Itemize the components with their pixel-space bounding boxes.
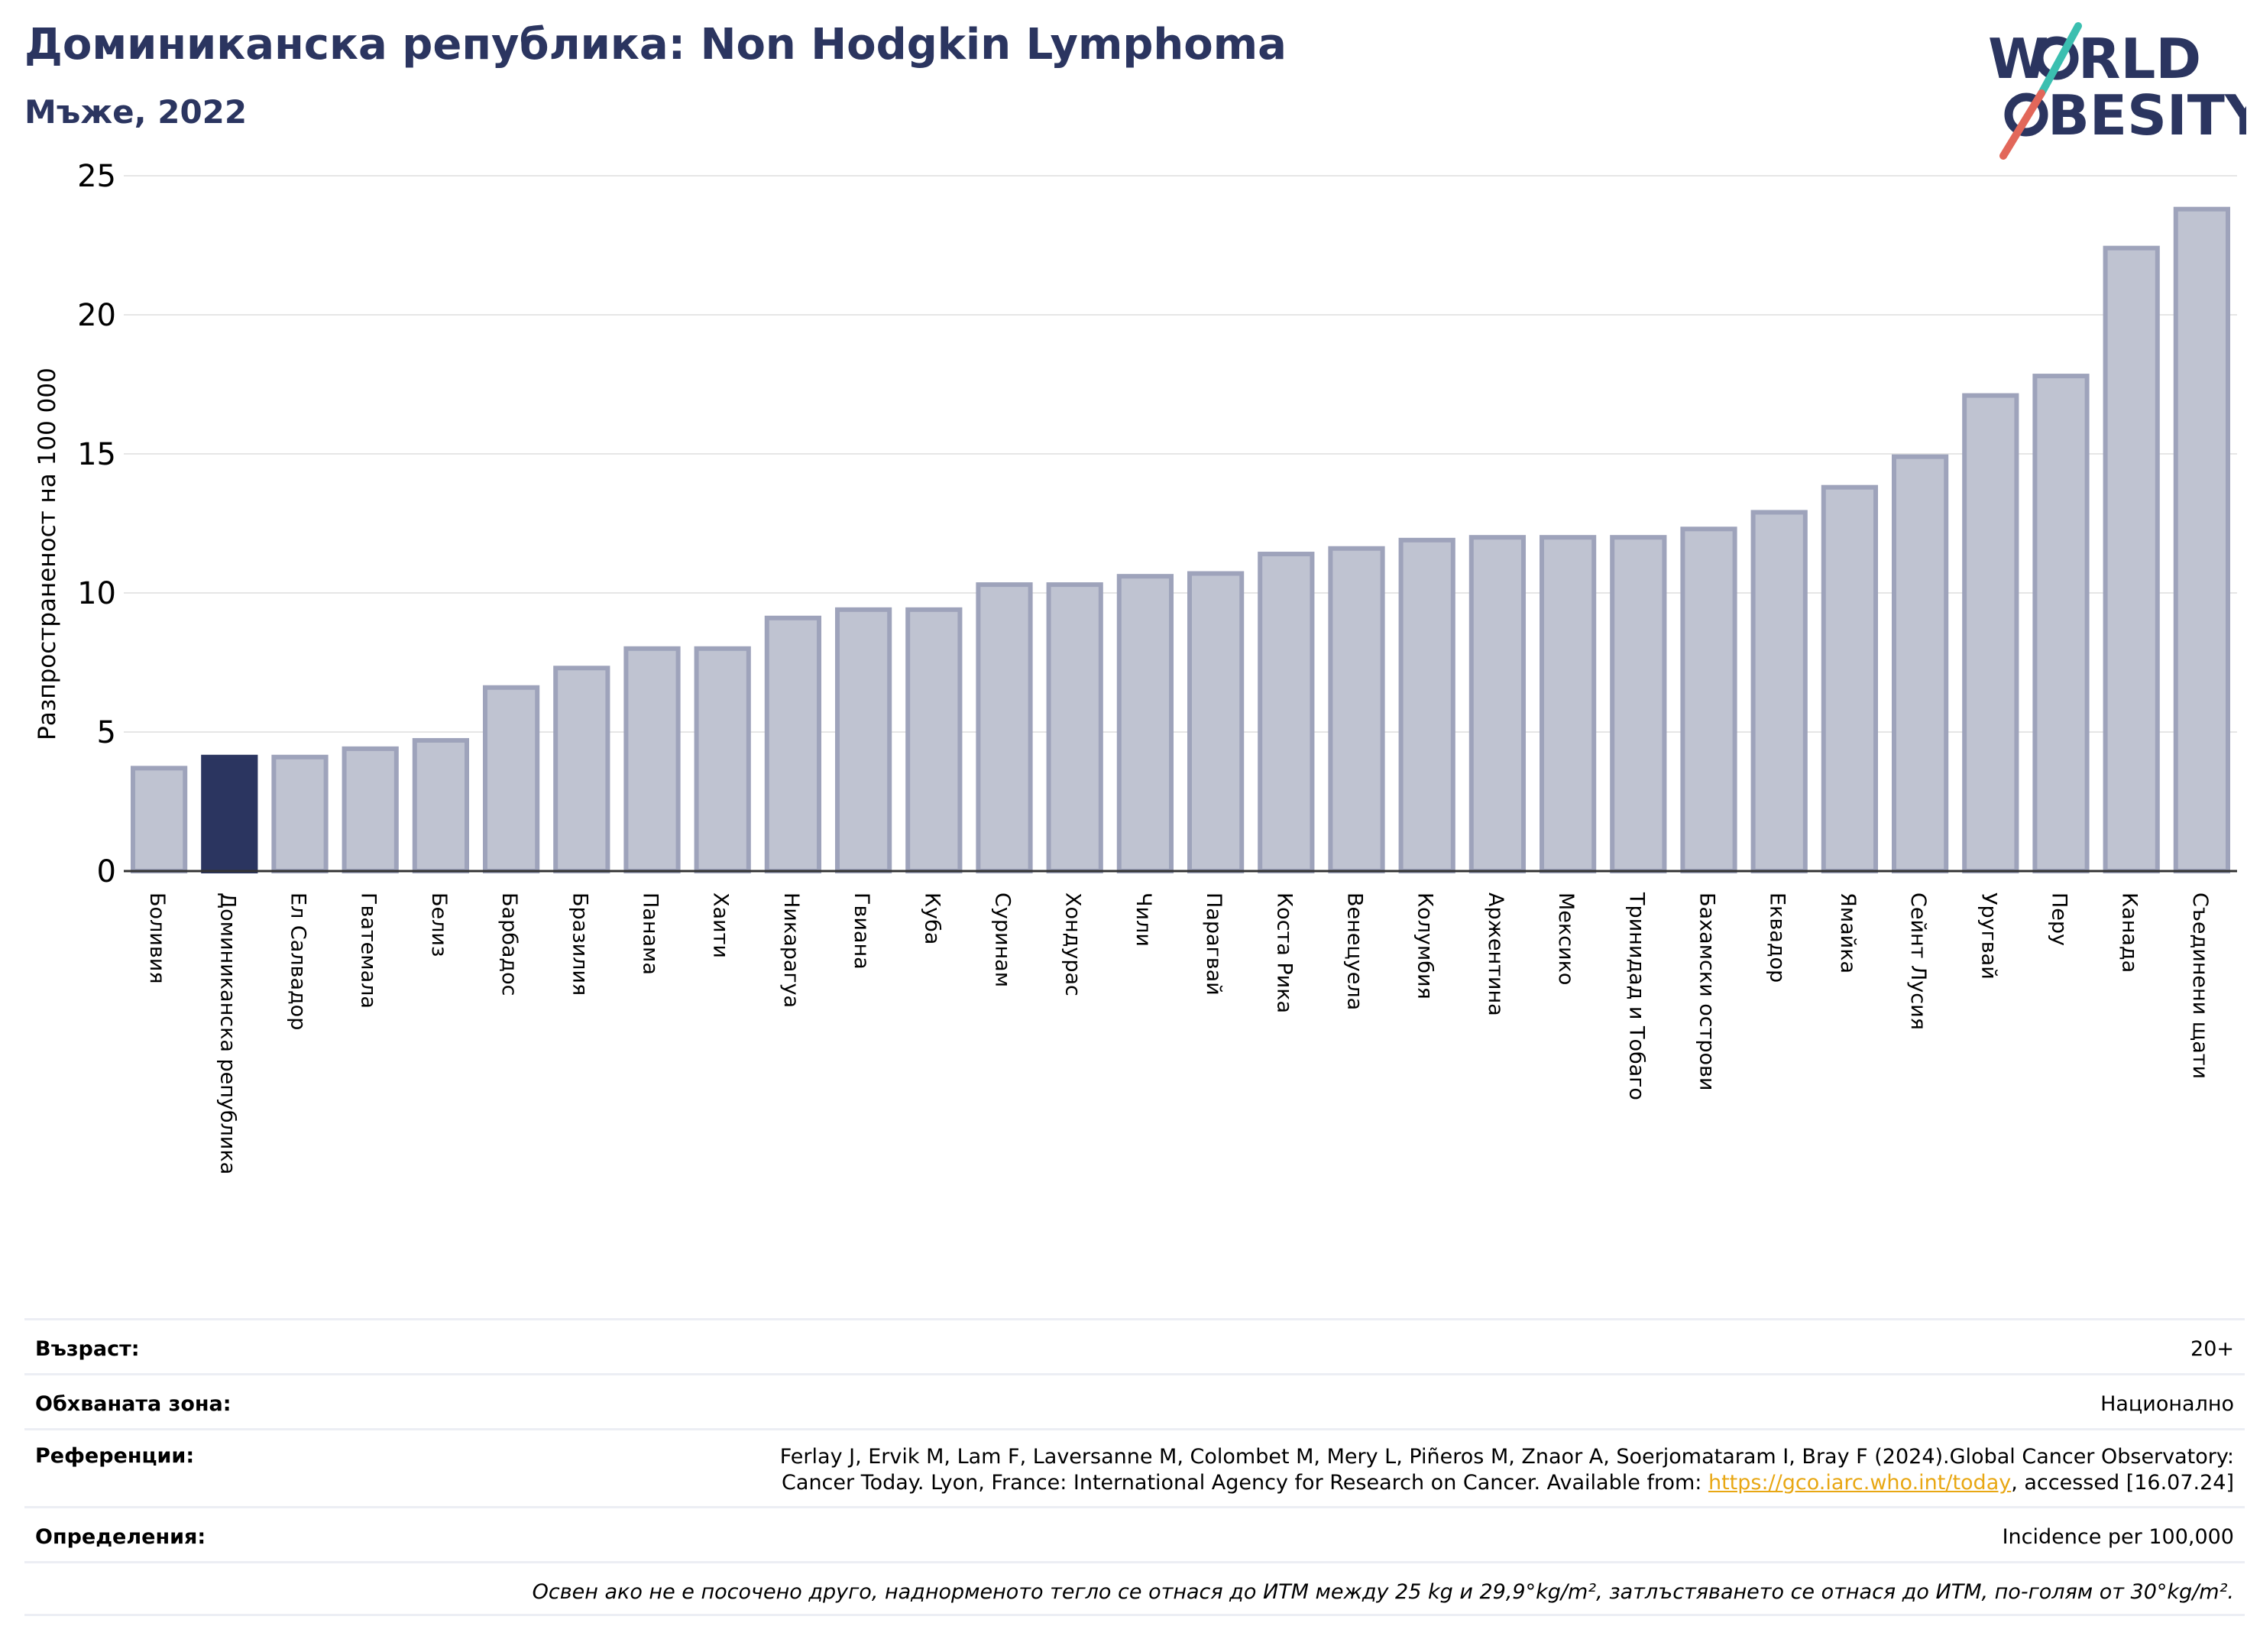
logo-text-rld: RLD: [2078, 27, 2201, 91]
info-row-area: Обхваната зона: Национално: [24, 1373, 2245, 1428]
x-tick-label: Аржентина: [1484, 892, 1507, 1016]
x-tick-label: Парагвай: [1202, 892, 1226, 996]
age-value: 20+: [2190, 1337, 2234, 1361]
x-tick-label: Сейнт Лусия: [1906, 892, 1930, 1030]
x-tick-label: Венецуела: [1343, 892, 1367, 1010]
bar: [342, 746, 399, 874]
y-tick-label: 25: [77, 159, 116, 194]
bar: [694, 646, 751, 873]
y-axis-label: Разпространеност на 100 000: [34, 368, 61, 740]
logo-text-besity: BESITY: [2048, 83, 2246, 147]
bar-chart: 0 5 10 15 20 25 Боливия Доминиканска република…: [34, 159, 2237, 1174]
x-tick-label: Хондурас: [1061, 892, 1085, 996]
area-label: Обхваната зона:: [35, 1392, 232, 1416]
bar: [1468, 535, 1527, 873]
reference-line-1: Ferlay J, Ervik M, Lam F, Laversanne M, …: [779, 1445, 2234, 1469]
bar: [1046, 582, 1103, 874]
references-value: Ferlay J, Ervik M, Lam F, Laversanne M, …: [780, 1444, 2234, 1496]
y-tick-label: 20: [77, 298, 116, 333]
logo-o-circle: [2035, 36, 2079, 80]
logo-slash-red: [1999, 89, 2045, 160]
x-tick-label: Перу: [2048, 892, 2071, 946]
bar: [1328, 546, 1385, 873]
bar: [1398, 537, 1455, 874]
bar: [1610, 535, 1667, 873]
bar: [2173, 206, 2231, 873]
bar: [1821, 484, 1879, 873]
bar: [1962, 393, 2019, 873]
bar: [1258, 552, 1315, 873]
x-tick-label: Гватемала: [357, 892, 380, 1009]
x-tick-label: Барбадос: [497, 892, 521, 996]
bar: [1539, 535, 1597, 873]
x-tick-label: Коста Рика: [1272, 892, 1296, 1013]
info-row-definitions: Определения: Incidence per 100,000: [24, 1506, 2245, 1561]
x-tick-label: Доминиканска република: [215, 892, 239, 1174]
info-row-age: Възраст: 20+: [24, 1318, 2245, 1373]
bar: [834, 607, 892, 874]
bar: [1116, 574, 1174, 873]
x-tick-label: Белиз: [427, 892, 451, 957]
x-tick-label: Ямайка: [1836, 892, 1860, 973]
chart-title: Доминиканска република: Non Hodgkin Lymp…: [24, 20, 1287, 70]
x-tick-label: Бахамски острови: [1695, 892, 1719, 1090]
x-tick-label: Бразилия: [568, 892, 591, 996]
x-tick-label: Панама: [639, 892, 662, 975]
reference-line-2a: Cancer Today. Lyon, France: Internationa…: [782, 1471, 1708, 1495]
references-label: Референции:: [35, 1444, 195, 1468]
bar: [1750, 510, 1808, 873]
logo-slash-teal: [2038, 22, 2082, 97]
bar: [2032, 374, 2090, 873]
world-obesity-logo: W RLD BESITY: [1988, 22, 2246, 160]
bar: [976, 582, 1033, 874]
x-tick-label: Мексико: [1554, 892, 1578, 985]
x-tick-label: Куба: [920, 892, 944, 944]
x-tick-label: Съединени щати: [2188, 892, 2212, 1079]
x-tick-label: Боливия: [145, 892, 169, 984]
footnote: Освен ако не е посочено друго, наднормен…: [532, 1580, 2234, 1604]
logo-o2-circle: [2004, 92, 2048, 137]
bar: [130, 766, 188, 873]
x-tick-label: Ел Салвадор: [287, 892, 310, 1030]
bar: [1187, 571, 1245, 874]
reference-line-2b: , accessed [16.07.24]: [2011, 1471, 2234, 1495]
y-axis-ticks: 0 5 10 15 20 25: [77, 159, 116, 889]
bar: [1891, 454, 1949, 873]
bar: [2103, 245, 2160, 873]
x-tick-label: Еквадор: [1766, 892, 1789, 983]
bar: [412, 737, 470, 873]
definitions-value: Incidence per 100,000: [2002, 1525, 2234, 1549]
x-axis-labels: Боливия Доминиканска република Ел Салвадор…: [145, 892, 2212, 1174]
x-tick-label: Чили: [1132, 892, 1155, 947]
info-table: Възраст: 20+ Обхваната зона: Национално …: [24, 1318, 2245, 1616]
bars: [130, 206, 2231, 874]
bar: [201, 754, 258, 874]
bar: [482, 685, 540, 874]
reference-link[interactable]: https://gco.iarc.who.int/today: [1708, 1471, 2012, 1495]
bar: [905, 607, 963, 874]
y-tick-label: 15: [77, 437, 116, 472]
info-row-note: Освен ако не е посочено друго, наднормен…: [24, 1561, 2245, 1616]
bar: [271, 754, 329, 874]
bar: [623, 646, 681, 873]
x-tick-label: Колумбия: [1413, 892, 1437, 999]
x-tick-label: Уругвай: [1977, 892, 2000, 980]
y-tick-label: 0: [97, 854, 116, 889]
x-tick-label: Тринидад и Тобаго: [1624, 892, 1648, 1100]
x-tick-label: Никарагуа: [779, 892, 803, 1008]
x-tick-label: Суринам: [991, 892, 1015, 987]
age-label: Възраст:: [35, 1337, 140, 1361]
info-row-references: Референции: Ferlay J, Ervik M, Lam F, La…: [24, 1428, 2245, 1506]
area-value: Национално: [2100, 1392, 2234, 1416]
bar: [553, 666, 610, 874]
bar: [764, 615, 822, 873]
bar: [1680, 526, 1737, 874]
x-tick-label: Хаити: [709, 892, 733, 958]
definitions-label: Определения:: [35, 1525, 206, 1549]
y-tick-label: 10: [77, 576, 116, 611]
x-tick-label: Канада: [2118, 892, 2142, 973]
y-tick-label: 5: [97, 715, 116, 750]
chart-subtitle: Мъже, 2022: [24, 93, 248, 131]
x-tick-label: Гвиана: [850, 892, 873, 970]
